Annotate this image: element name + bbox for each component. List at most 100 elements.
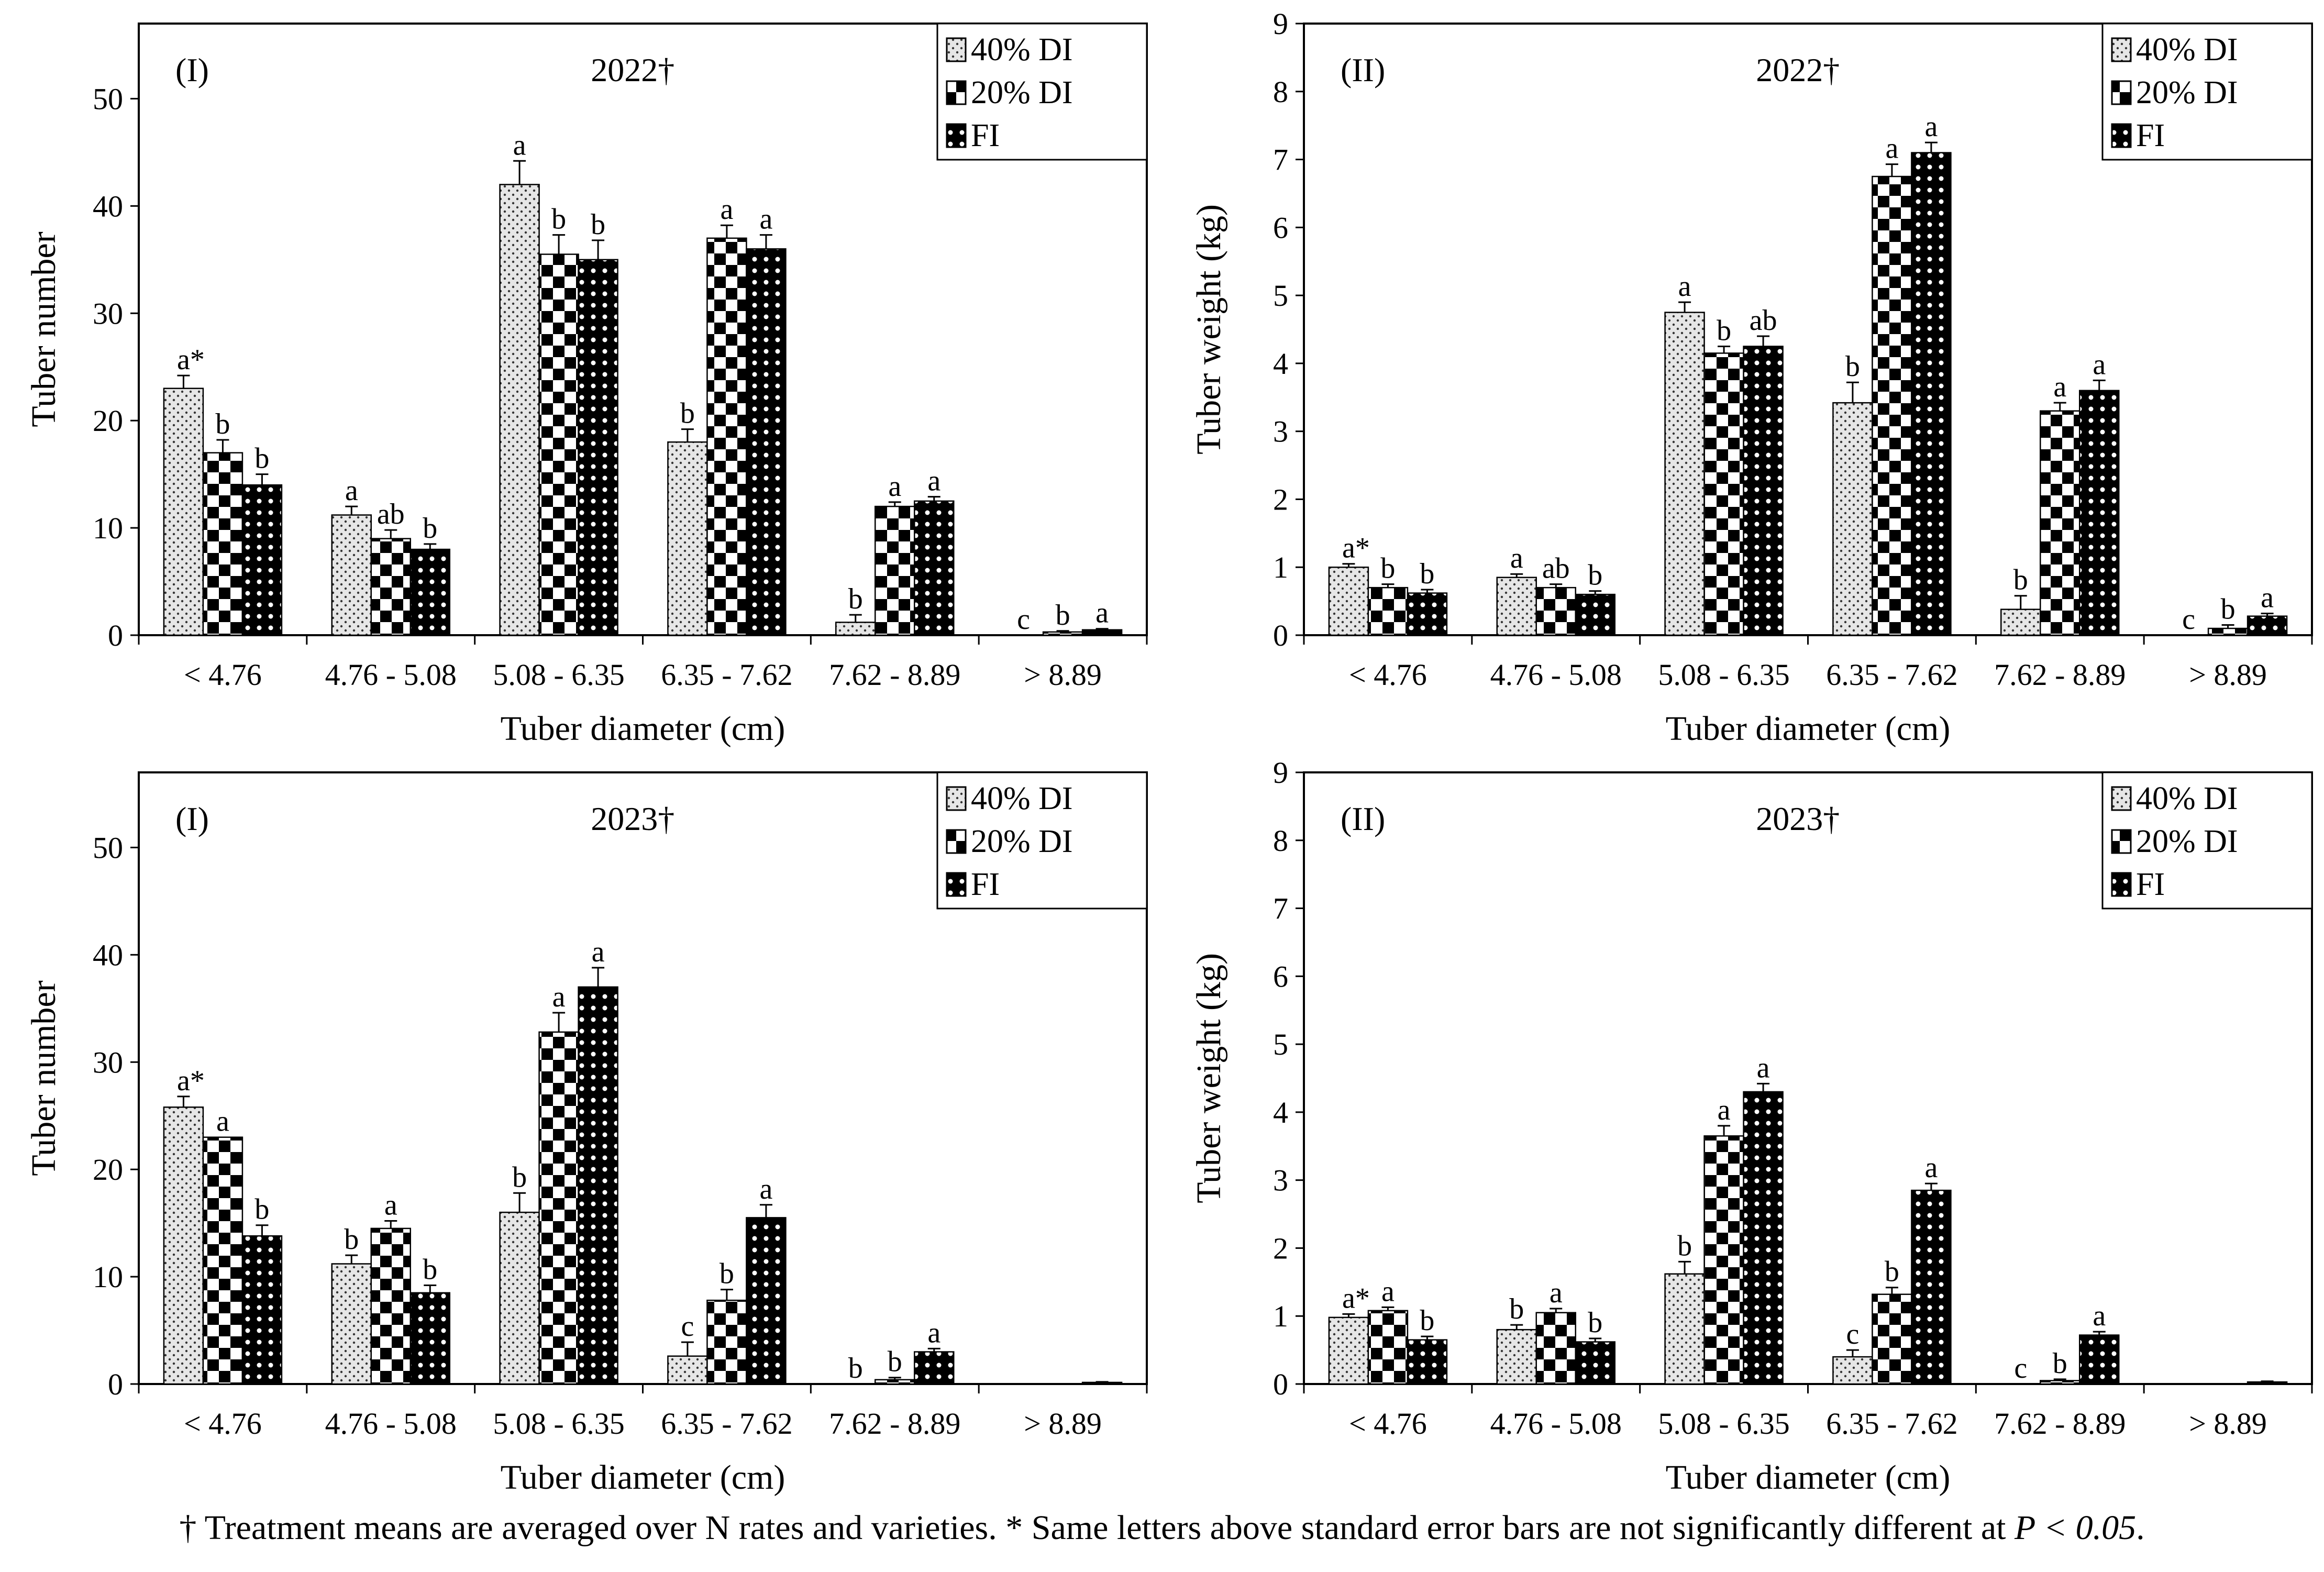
bar	[1407, 1339, 1448, 1385]
x-tick-label: 4.76 - 5.08	[1490, 658, 1622, 692]
significance-letter: a	[759, 1173, 772, 1205]
x-tick-label: 5.08 - 6.35	[1658, 658, 1789, 692]
y-axis-label: Tuber number	[25, 980, 63, 1176]
y-tick-label: 9	[1273, 7, 1288, 41]
bar	[1042, 631, 1083, 636]
x-axis-label: Tuber diameter (cm)	[501, 1458, 785, 1497]
significance-letter: ab	[1542, 552, 1570, 585]
legend-label: FI	[2136, 118, 2165, 153]
bar	[835, 622, 876, 636]
legend-swatch	[946, 829, 967, 854]
bar	[1575, 593, 1615, 636]
significance-letter: b	[1380, 552, 1395, 585]
bar-group	[1081, 1381, 1123, 1385]
bar	[410, 548, 450, 636]
x-tick-label: 7.62 - 8.89	[1994, 658, 2126, 692]
legend-swatch	[2111, 123, 2132, 148]
chart-panel-3: 0 10 20 30 40 50 Tuber number Tuber diameter (c…	[25, 771, 1148, 1497]
significance-letter: a	[216, 1105, 229, 1138]
bar	[1664, 1273, 1705, 1385]
x-tick-label: 5.08 - 6.35	[493, 1407, 624, 1441]
significance-letter: b	[680, 397, 695, 430]
y-tick-label: 40	[93, 938, 123, 972]
significance-letter: b	[1717, 314, 1731, 347]
bar	[1743, 346, 1784, 636]
y-axis-label: Tuber number	[25, 231, 63, 427]
panel-title: 2023†	[591, 800, 674, 837]
bar-group: cba	[1832, 1152, 1952, 1385]
significance-letter: b	[551, 203, 566, 236]
bar-group: b aa	[499, 936, 618, 1385]
significance-letter: a*	[1342, 532, 1370, 564]
significance-letter: ab	[377, 498, 405, 530]
y-tick-label: 4	[1273, 347, 1288, 381]
bar	[2000, 608, 2041, 636]
panel-title: 2022†	[591, 51, 674, 88]
significance-letter: b	[215, 408, 230, 440]
x-tick-label: 5.08 - 6.35	[1658, 1407, 1789, 1441]
significance-letter: c	[681, 1310, 694, 1343]
significance-letter: a	[345, 474, 358, 507]
significance-letter: b	[591, 208, 605, 241]
x-tick-label: 6.35 - 7.62	[661, 1407, 792, 1441]
significance-letter: a*	[177, 344, 205, 376]
bar-group: a* ab	[1328, 1275, 1448, 1385]
legend-box	[2101, 23, 2313, 161]
significance-letter: a	[2053, 371, 2066, 403]
legend-label: 20% DI	[971, 824, 1073, 859]
legend-label: 20% DI	[971, 75, 1073, 110]
bar	[1832, 402, 1873, 636]
bar	[1872, 175, 1912, 636]
bar	[2246, 615, 2288, 636]
legend: 40% DI 20% DI FI	[2101, 23, 2313, 161]
significance-letter: b	[423, 1253, 437, 1286]
y-tick-label: 3	[1273, 1164, 1288, 1198]
bar	[1872, 1293, 1912, 1385]
y-tick-label: 50	[93, 831, 123, 865]
x-tick-label: 6.35 - 7.62	[661, 658, 792, 692]
significance-letter: c	[2014, 1352, 2027, 1385]
bar	[875, 1379, 915, 1385]
y-tick-label: 20	[93, 404, 123, 438]
bar	[2040, 1380, 2080, 1385]
figure-caption: † Treatment means are averaged over N ra…	[0, 1508, 2324, 1548]
x-tick-label: < 4.76	[1349, 658, 1427, 692]
x-tick-label: 4.76 - 5.08	[325, 1407, 457, 1441]
panel-title: 2023†	[1756, 800, 1840, 837]
y-tick-label: 6	[1273, 211, 1288, 245]
legend-swatch	[946, 37, 967, 62]
significance-letter: c	[2182, 603, 2195, 636]
x-axis-label: Tuber diameter (cm)	[1666, 1458, 1951, 1497]
x-tick-label: < 4.76	[184, 658, 262, 692]
bar-group: bab	[1496, 1277, 1615, 1385]
y-tick-label: 0	[1273, 618, 1288, 652]
bar	[2079, 1334, 2120, 1385]
caption-pvalue: P < 0.05	[2014, 1509, 2137, 1547]
legend-label: 40% DI	[2136, 781, 2238, 816]
significance-letter: a	[1381, 1275, 1395, 1308]
significance-letter: b	[2053, 1347, 2067, 1380]
bar	[538, 253, 579, 636]
y-tick-label: 6	[1273, 959, 1288, 993]
significance-letter: b	[1588, 1307, 1602, 1339]
bar	[1743, 1091, 1784, 1385]
legend-label: 40% DI	[971, 32, 1073, 68]
significance-letter: a	[1885, 132, 1898, 165]
significance-letter: a	[2093, 348, 2106, 381]
legend-swatch	[946, 80, 967, 105]
bar	[370, 538, 411, 636]
bar	[1832, 1356, 1873, 1385]
x-tick-label: 7.62 - 8.89	[1994, 1407, 2126, 1441]
bar	[1703, 352, 1744, 636]
legend-label: 40% DI	[971, 781, 1073, 816]
significance-letter: a	[2261, 581, 2274, 614]
significance-letter: b	[1420, 558, 1434, 590]
bar	[914, 1351, 955, 1385]
bar	[202, 1136, 244, 1385]
significance-letter: c	[1846, 1318, 1859, 1350]
